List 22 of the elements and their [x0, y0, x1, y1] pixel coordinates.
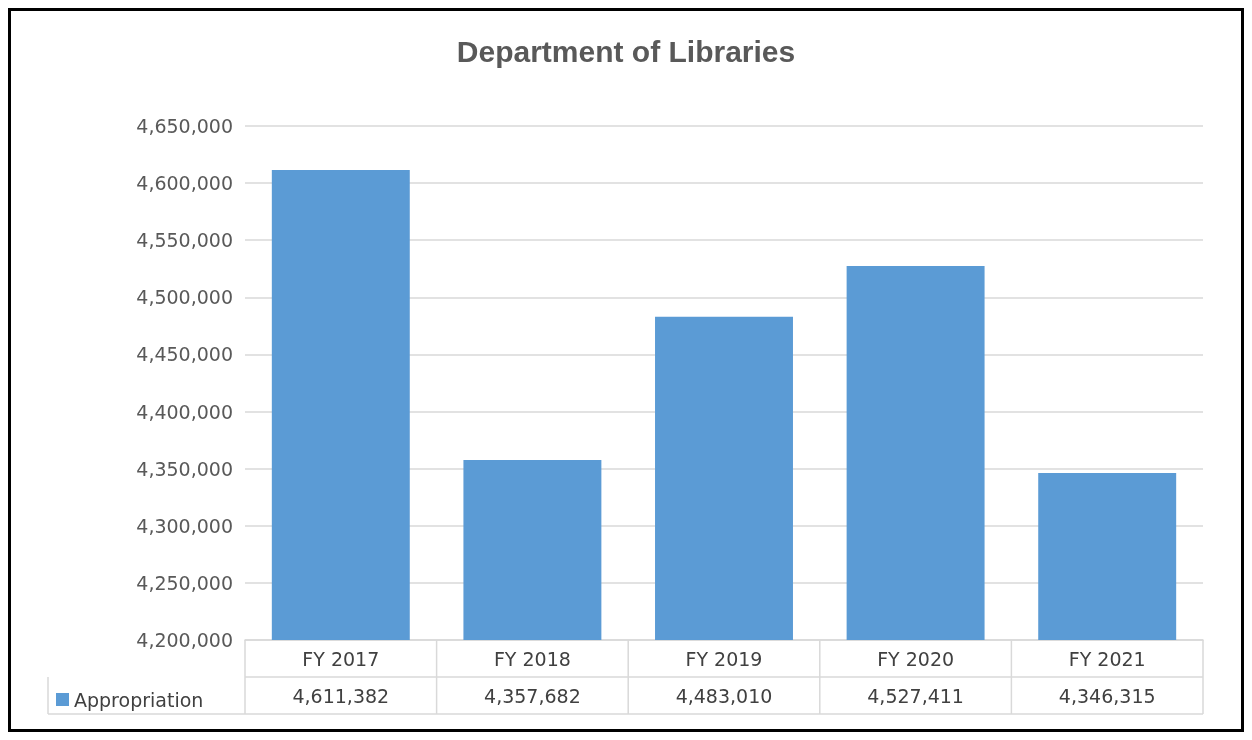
chart-title: Department of Libraries	[456, 34, 796, 68]
x-tick-label: FY 2018	[493, 647, 571, 670]
x-tick-label: FY 2017	[302, 647, 380, 670]
data-label: 4,357,682	[484, 684, 581, 707]
y-tick-label: 4,350,000	[136, 457, 233, 480]
y-tick-label: 4,450,000	[136, 343, 233, 366]
y-tick-label: 4,400,000	[136, 400, 233, 423]
legend-label: Appropriation	[74, 688, 204, 711]
x-tick-label: FY 2020	[877, 647, 955, 670]
y-tick-label: 4,600,000	[136, 172, 233, 195]
data-label: 4,346,315	[1058, 684, 1156, 707]
y-tick-label: 4,650,000	[136, 115, 233, 137]
data-label: 4,611,382	[292, 684, 390, 707]
y-tick-label: 4,550,000	[136, 229, 233, 252]
y-tick-label: 4,200,000	[136, 629, 233, 651]
x-tick-label: FY 2019	[685, 647, 763, 670]
data-label: 4,483,010	[675, 684, 773, 707]
x-tick-label: FY 2021	[1068, 647, 1146, 670]
y-tick-label: 4,300,000	[136, 514, 233, 537]
data-label: 4,527,411	[867, 684, 964, 707]
y-tick-label: 4,500,000	[136, 286, 233, 309]
y-tick-label: 4,250,000	[136, 571, 233, 594]
